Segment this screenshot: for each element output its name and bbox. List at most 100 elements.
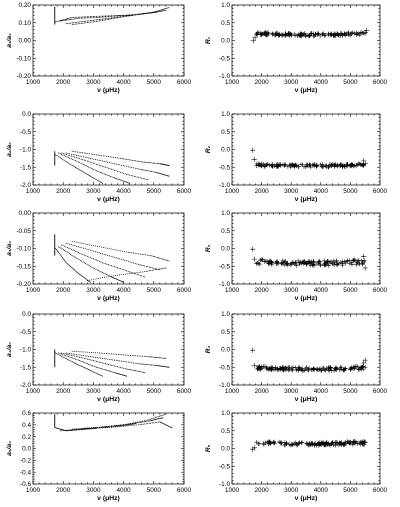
data-point <box>260 31 265 37</box>
data-point <box>89 279 91 281</box>
data-point <box>71 164 73 166</box>
data-point <box>164 8 166 10</box>
data-point <box>259 257 265 262</box>
data-point <box>69 353 71 355</box>
data-point <box>155 162 157 164</box>
data-point <box>255 366 261 371</box>
data-point <box>161 365 163 367</box>
data-point <box>146 12 148 14</box>
data-point <box>269 31 275 36</box>
data-point <box>61 158 63 160</box>
data-point <box>107 274 109 276</box>
data-point <box>80 357 82 359</box>
data-point <box>262 259 267 264</box>
data-point <box>94 268 96 270</box>
x-tick-label: 1000 <box>225 287 240 294</box>
data-point <box>317 259 322 264</box>
data-point <box>55 352 57 354</box>
data-point <box>78 356 80 358</box>
data-point <box>105 426 107 428</box>
x-tick-label: 5000 <box>147 487 162 494</box>
data-point <box>106 174 108 176</box>
data-point <box>98 246 100 248</box>
x-axis-title: ν (μHz) <box>295 495 318 502</box>
data-point <box>92 177 94 179</box>
data-layer <box>54 413 173 432</box>
panel-right-1: 1000 2000 3000 4000 5000 6000-1.0-0.50.00.51.… <box>205 2 388 94</box>
data-point <box>84 355 86 357</box>
data-point <box>362 30 368 36</box>
data-point <box>137 370 139 372</box>
data-point <box>100 426 102 428</box>
data-point <box>342 164 347 169</box>
x-tick-label: 6000 <box>177 188 192 195</box>
data-point <box>126 173 128 175</box>
data-point <box>151 171 153 173</box>
data-point <box>65 262 67 264</box>
data-point <box>358 365 364 370</box>
x-tick-label: 2000 <box>254 287 269 294</box>
data-point <box>279 260 284 266</box>
data-point <box>106 18 108 19</box>
data-point <box>141 275 143 277</box>
data-point <box>123 158 125 160</box>
x-tick-label: 4000 <box>314 287 329 294</box>
data-point <box>360 260 366 266</box>
data-point <box>261 161 267 167</box>
y-tick-label: 0.2 <box>22 434 31 441</box>
data-point <box>76 160 78 162</box>
data-point <box>108 363 109 365</box>
data-point <box>69 429 71 431</box>
data-point <box>155 10 157 12</box>
data-point <box>164 366 166 368</box>
data-point <box>70 18 72 20</box>
data-point <box>107 426 109 428</box>
data-point <box>117 163 119 165</box>
data-point <box>254 440 259 445</box>
data-point <box>265 439 271 445</box>
data-point <box>125 181 127 183</box>
data-point <box>86 255 88 257</box>
data-point <box>67 18 69 20</box>
data-point <box>132 272 134 274</box>
y-tick-label: 0.5 <box>221 20 230 27</box>
data-point <box>152 356 154 358</box>
data-layer <box>54 150 170 184</box>
data-point <box>109 425 111 427</box>
data-point <box>64 357 66 359</box>
data-point <box>98 367 100 369</box>
data-point <box>121 15 123 17</box>
data-point <box>126 251 128 253</box>
x-tick-label: 5000 <box>147 79 162 86</box>
data-point <box>115 170 117 172</box>
data-point <box>89 161 91 163</box>
data-point <box>136 272 138 274</box>
data-point <box>100 271 102 273</box>
data-point <box>60 255 62 257</box>
data-point <box>145 178 147 180</box>
x-tick-label: 2000 <box>56 188 71 195</box>
data-point <box>156 364 158 366</box>
data-point <box>58 20 60 22</box>
data-point <box>129 182 131 184</box>
data-point <box>92 17 94 19</box>
data-point <box>134 167 136 169</box>
data-point <box>97 170 99 172</box>
data-point <box>289 367 295 373</box>
data-point <box>162 268 164 270</box>
data-point <box>362 357 368 363</box>
data-point <box>114 266 116 268</box>
data-point <box>150 255 152 257</box>
data-point <box>67 161 69 163</box>
data-point <box>89 364 91 366</box>
data-point <box>89 153 91 155</box>
data-point <box>55 249 57 251</box>
data-point <box>133 362 135 364</box>
data-point <box>88 21 90 23</box>
data-point <box>110 175 112 177</box>
data-point <box>144 178 146 180</box>
data-point <box>91 279 93 281</box>
data-point <box>68 253 70 255</box>
data-point <box>81 351 83 353</box>
data-point <box>116 353 118 355</box>
